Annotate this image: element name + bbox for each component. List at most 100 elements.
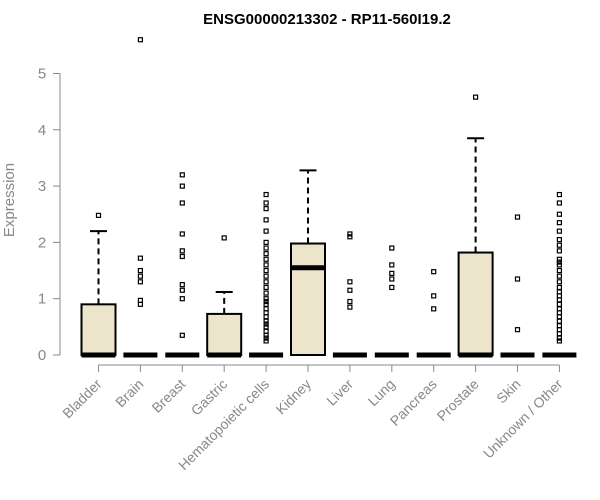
box-series-3 — [206, 235, 243, 358]
outlier-point — [556, 220, 563, 226]
boxes-group — [80, 37, 577, 358]
outlier-point — [263, 324, 269, 330]
box-series-5 — [290, 169, 326, 356]
outlier-point — [137, 273, 143, 279]
outlier-point — [347, 231, 353, 237]
outlier-point — [263, 262, 269, 268]
iqr-box — [457, 251, 494, 356]
y-axis: 0 1 2 3 4 5 — [38, 66, 61, 364]
outlier-point — [347, 234, 353, 240]
outlier-point — [473, 94, 479, 100]
outlier-point — [263, 217, 269, 223]
outlier-point — [263, 296, 269, 302]
outlier-point — [263, 335, 269, 341]
outlier-point — [263, 273, 269, 279]
outlier-point — [137, 37, 143, 43]
x-tick-label: Skin — [493, 376, 524, 407]
outlier-point — [137, 297, 143, 303]
outlier-point — [263, 321, 269, 327]
outlier-point — [389, 262, 395, 268]
outlier-point — [263, 267, 269, 274]
y-tick-label: 1 — [38, 291, 46, 308]
y-axis-label: Expression — [1, 163, 18, 237]
iqr-box — [80, 303, 117, 356]
outlier-point — [556, 248, 563, 254]
outlier-point — [263, 256, 269, 262]
outlier-point — [179, 332, 185, 338]
box-series-9 — [457, 94, 494, 358]
box-series-7 — [374, 245, 409, 358]
outlier-point — [95, 212, 102, 218]
y-tick-label: 4 — [38, 122, 46, 139]
outlier-point — [137, 267, 143, 274]
outlier-point — [556, 338, 563, 344]
outlier-point — [263, 228, 269, 234]
outlier-point — [263, 290, 269, 296]
outlier-point — [263, 298, 269, 305]
outlier-point — [556, 301, 563, 307]
outlier-point — [179, 200, 185, 206]
outlier-point — [179, 183, 185, 189]
chart-title: ENSG00000213302 - RP11-560I19.2 — [203, 11, 451, 28]
outlier-point — [263, 284, 269, 291]
outlier-point — [556, 318, 563, 324]
outlier-point — [556, 200, 563, 206]
outlier-point — [556, 228, 563, 234]
outlier-point — [179, 282, 185, 288]
box-series-10 — [500, 214, 535, 358]
outlier-point — [556, 256, 563, 262]
box-series-2 — [165, 172, 200, 358]
x-tick-label: Breast — [148, 376, 188, 416]
outlier-point — [263, 239, 269, 245]
outlier-point — [263, 245, 269, 251]
outlier-point — [263, 200, 269, 206]
outlier-point — [556, 284, 563, 291]
outlier-point — [389, 270, 395, 276]
outlier-point — [389, 284, 395, 291]
outlier-point — [347, 279, 353, 285]
y-tick-label: 3 — [38, 178, 46, 195]
box-series-6 — [332, 231, 367, 358]
x-tick-label: Kidney — [273, 376, 315, 418]
outlier-point — [556, 262, 563, 268]
x-tick-label: Liver — [323, 376, 356, 409]
outlier-point — [556, 242, 563, 248]
x-tick-label: Brain — [112, 376, 146, 410]
outlier-point — [556, 211, 563, 217]
outlier-point — [556, 259, 563, 265]
box-series-4 — [249, 191, 284, 358]
x-tick-label: Prostate — [434, 376, 482, 424]
x-tick-label: Pancreas — [387, 376, 440, 429]
outlier-point — [263, 338, 269, 344]
outlier-point — [263, 191, 269, 198]
outlier-point — [179, 172, 185, 178]
box-series-0 — [80, 212, 117, 358]
iqr-box — [206, 312, 243, 356]
y-tick-label: 2 — [38, 234, 46, 251]
outlier-point — [556, 267, 563, 274]
outlier-point — [556, 236, 563, 243]
outlier-point — [347, 298, 353, 305]
x-tick-label: Bladder — [59, 376, 105, 422]
box-series-1 — [123, 37, 158, 358]
outlier-point — [347, 304, 353, 310]
outlier-point — [263, 301, 269, 307]
outlier-point — [347, 287, 353, 293]
y-tick-label: 5 — [38, 66, 46, 83]
outlier-point — [179, 296, 185, 302]
outlier-point — [263, 251, 269, 257]
outlier-point — [556, 273, 563, 279]
outlier-point — [263, 279, 269, 285]
y-tick-label: 0 — [38, 347, 46, 364]
outlier-point — [556, 279, 563, 285]
outlier-point — [179, 287, 185, 293]
outlier-point — [431, 293, 437, 299]
outlier-point — [221, 235, 227, 241]
box-series-11 — [542, 191, 577, 358]
outlier-point — [137, 279, 143, 285]
outlier-point — [179, 253, 185, 260]
box-series-8 — [416, 269, 451, 358]
outlier-point — [179, 248, 185, 254]
